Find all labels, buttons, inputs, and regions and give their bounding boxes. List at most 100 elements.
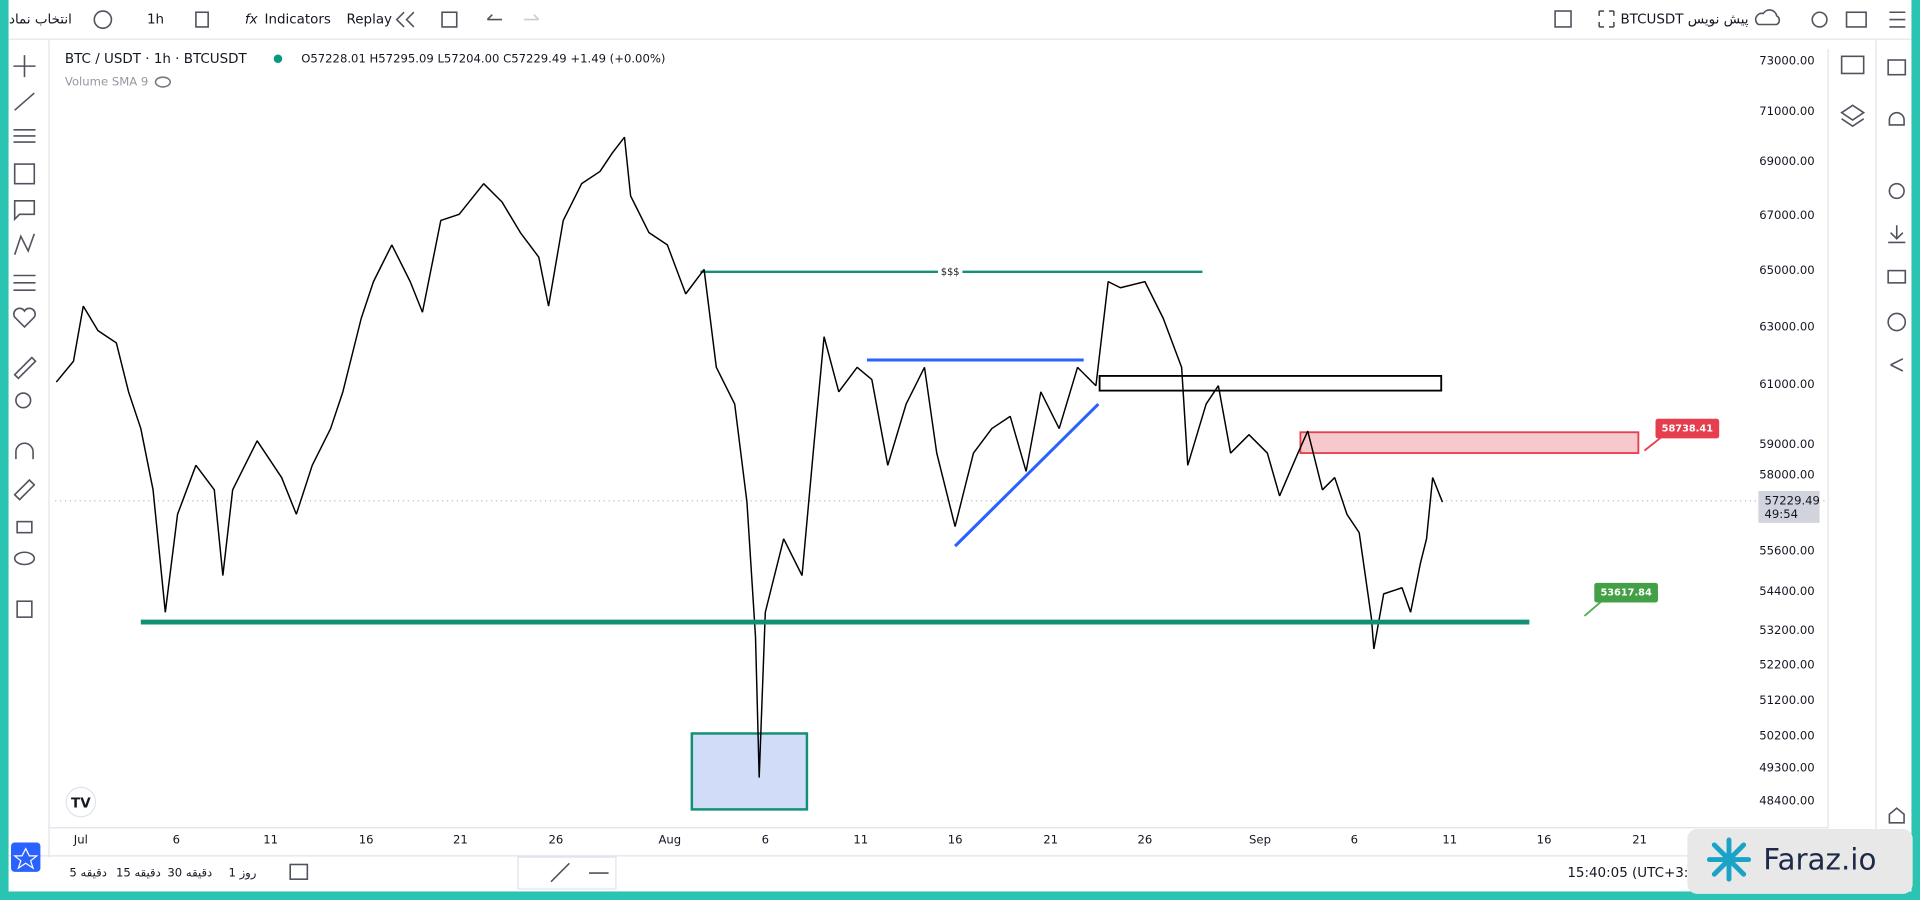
liquidity-label-bg [937,264,963,280]
menu-icon[interactable] [1889,11,1906,28]
download-icon[interactable] [1888,225,1906,244]
market-status [273,54,283,64]
price-axis-label: 67000.00 [1759,208,1814,222]
drawing-tools [13,55,37,618]
demand-zone[interactable] [690,732,809,811]
replay-icon[interactable] [395,11,415,28]
indicators-icon[interactable]: fx [245,13,259,28]
time-axis-label: 11 [1442,833,1457,847]
price-axis-label: 63000.00 [1759,319,1814,333]
watermark-logo [1706,837,1752,882]
ohlc-legend: O57228.01 H57295.09 L57204.00 C57229.49 … [301,51,665,65]
time-axis-label: 6 [1351,833,1358,847]
undo-icon[interactable] [486,14,503,21]
lock-drawing-tool[interactable] [13,478,36,501]
support-label-bg [1594,582,1658,603]
crosshair-tool[interactable] [13,55,36,78]
hide-tool[interactable] [13,551,36,566]
zoom-tool[interactable] [15,392,32,409]
mini-toolbar-icons[interactable] [550,862,609,883]
sidebar-settings-icon[interactable] [1888,182,1905,200]
indicator-legend: Volume SMA 9 [65,75,148,89]
fullscreen-icon[interactable] [1598,10,1615,28]
supply-zone[interactable] [1299,431,1640,454]
trend-line[interactable] [954,402,1100,548]
current-price-box [1758,491,1820,523]
line-tool[interactable] [14,92,35,111]
redo-icon[interactable] [524,14,540,21]
price-axis-label: 49300.00 [1759,760,1814,774]
timeframe-button[interactable]: 5 دقیقه [69,866,106,880]
ruler-tool[interactable] [13,356,37,380]
time-axis-label: Jul [73,833,88,847]
time-axis-label: 6 [762,833,769,847]
delete-tool[interactable] [16,600,33,618]
screenshot-icon[interactable] [1845,11,1867,28]
prediction-tool[interactable] [13,274,36,291]
watchlist-icon[interactable] [1840,55,1865,75]
price-axis-label: 59000.00 [1759,437,1814,451]
timeframe-button[interactable]: 1 روز [228,866,256,881]
window-icon[interactable] [1554,10,1572,28]
price-axis-label: 73000.00 [1759,54,1814,68]
order-block[interactable] [1098,375,1443,392]
interval-button[interactable]: 1h [147,13,164,28]
current-price: 57229.49 [1764,493,1819,507]
share-icon[interactable] [1890,358,1904,372]
profile-icon[interactable] [1887,312,1907,332]
resistance-label-bg [1655,418,1720,439]
text-tool[interactable] [13,200,36,222]
timeframe-button[interactable]: 30 دقیقه [167,866,212,880]
price-axis-label: 53200.00 [1759,623,1814,637]
price-series [55,136,1444,778]
tv-logo[interactable]: TV [71,796,91,811]
magnet-tool[interactable] [15,442,34,460]
time-axis-label: 6 [173,833,180,847]
price-axis-label: 51200.00 [1759,693,1814,707]
time-axis-label: 21 [453,833,468,847]
symbol-search[interactable]: انتخاب نماد [9,13,72,28]
layers-icon[interactable] [1840,104,1866,128]
price-axis-label: 52200.00 [1759,657,1814,671]
replay-button[interactable]: Replay [347,13,393,28]
price-axis-label: 71000.00 [1759,104,1814,118]
layout-icon[interactable] [441,11,458,28]
price-axis-label: 54400.00 [1759,584,1814,598]
alert-icon[interactable] [1888,111,1905,126]
sidebar-icons [1840,55,1907,824]
resistance-label: 58738.41 [1662,424,1714,435]
time-axis-label: Sep [1249,833,1271,847]
screen-icon[interactable] [1887,59,1907,76]
favorites-tool[interactable] [13,307,36,329]
symbol-legend: BTC / USDT · 1h · BTCUSDT [65,52,248,67]
indicator-hidden-icon[interactable] [154,76,171,88]
price-axis-label: 58000.00 [1759,468,1814,482]
wallet-icon[interactable] [1887,269,1907,284]
timeframe-button[interactable]: 15 دقیقه [116,866,161,880]
fib-tool[interactable] [13,129,36,143]
shape-tool[interactable] [13,163,36,185]
time-axis-label: 21 [1632,833,1647,847]
time-axis-label: 16 [948,833,963,847]
settings-icon[interactable] [1811,11,1828,28]
price-axis-label: 69000.00 [1759,154,1814,168]
chart-type-icon[interactable] [195,11,209,28]
countdown: 49:54 [1764,507,1798,521]
time-axis-label: 21 [1043,833,1058,847]
time-axis-label: Aug [658,833,681,847]
cloud-icon[interactable] [1754,9,1781,26]
add-symbol-icon[interactable] [93,10,113,29]
favorite-button[interactable] [11,842,41,872]
pattern-tool[interactable] [13,233,36,255]
symbol-preview: BTCUSDT پیش نویس [1620,13,1748,28]
price-axis-label: 55600.00 [1759,544,1814,558]
lock-tool[interactable] [16,520,33,534]
indicators-button[interactable]: Indicators [264,13,330,28]
home-icon[interactable] [1888,807,1905,824]
date-range-icon[interactable] [289,863,309,880]
time-axis-label: 11 [263,833,278,847]
support-label: 53617.84 [1600,588,1652,599]
time-axis-label: 11 [853,833,868,847]
